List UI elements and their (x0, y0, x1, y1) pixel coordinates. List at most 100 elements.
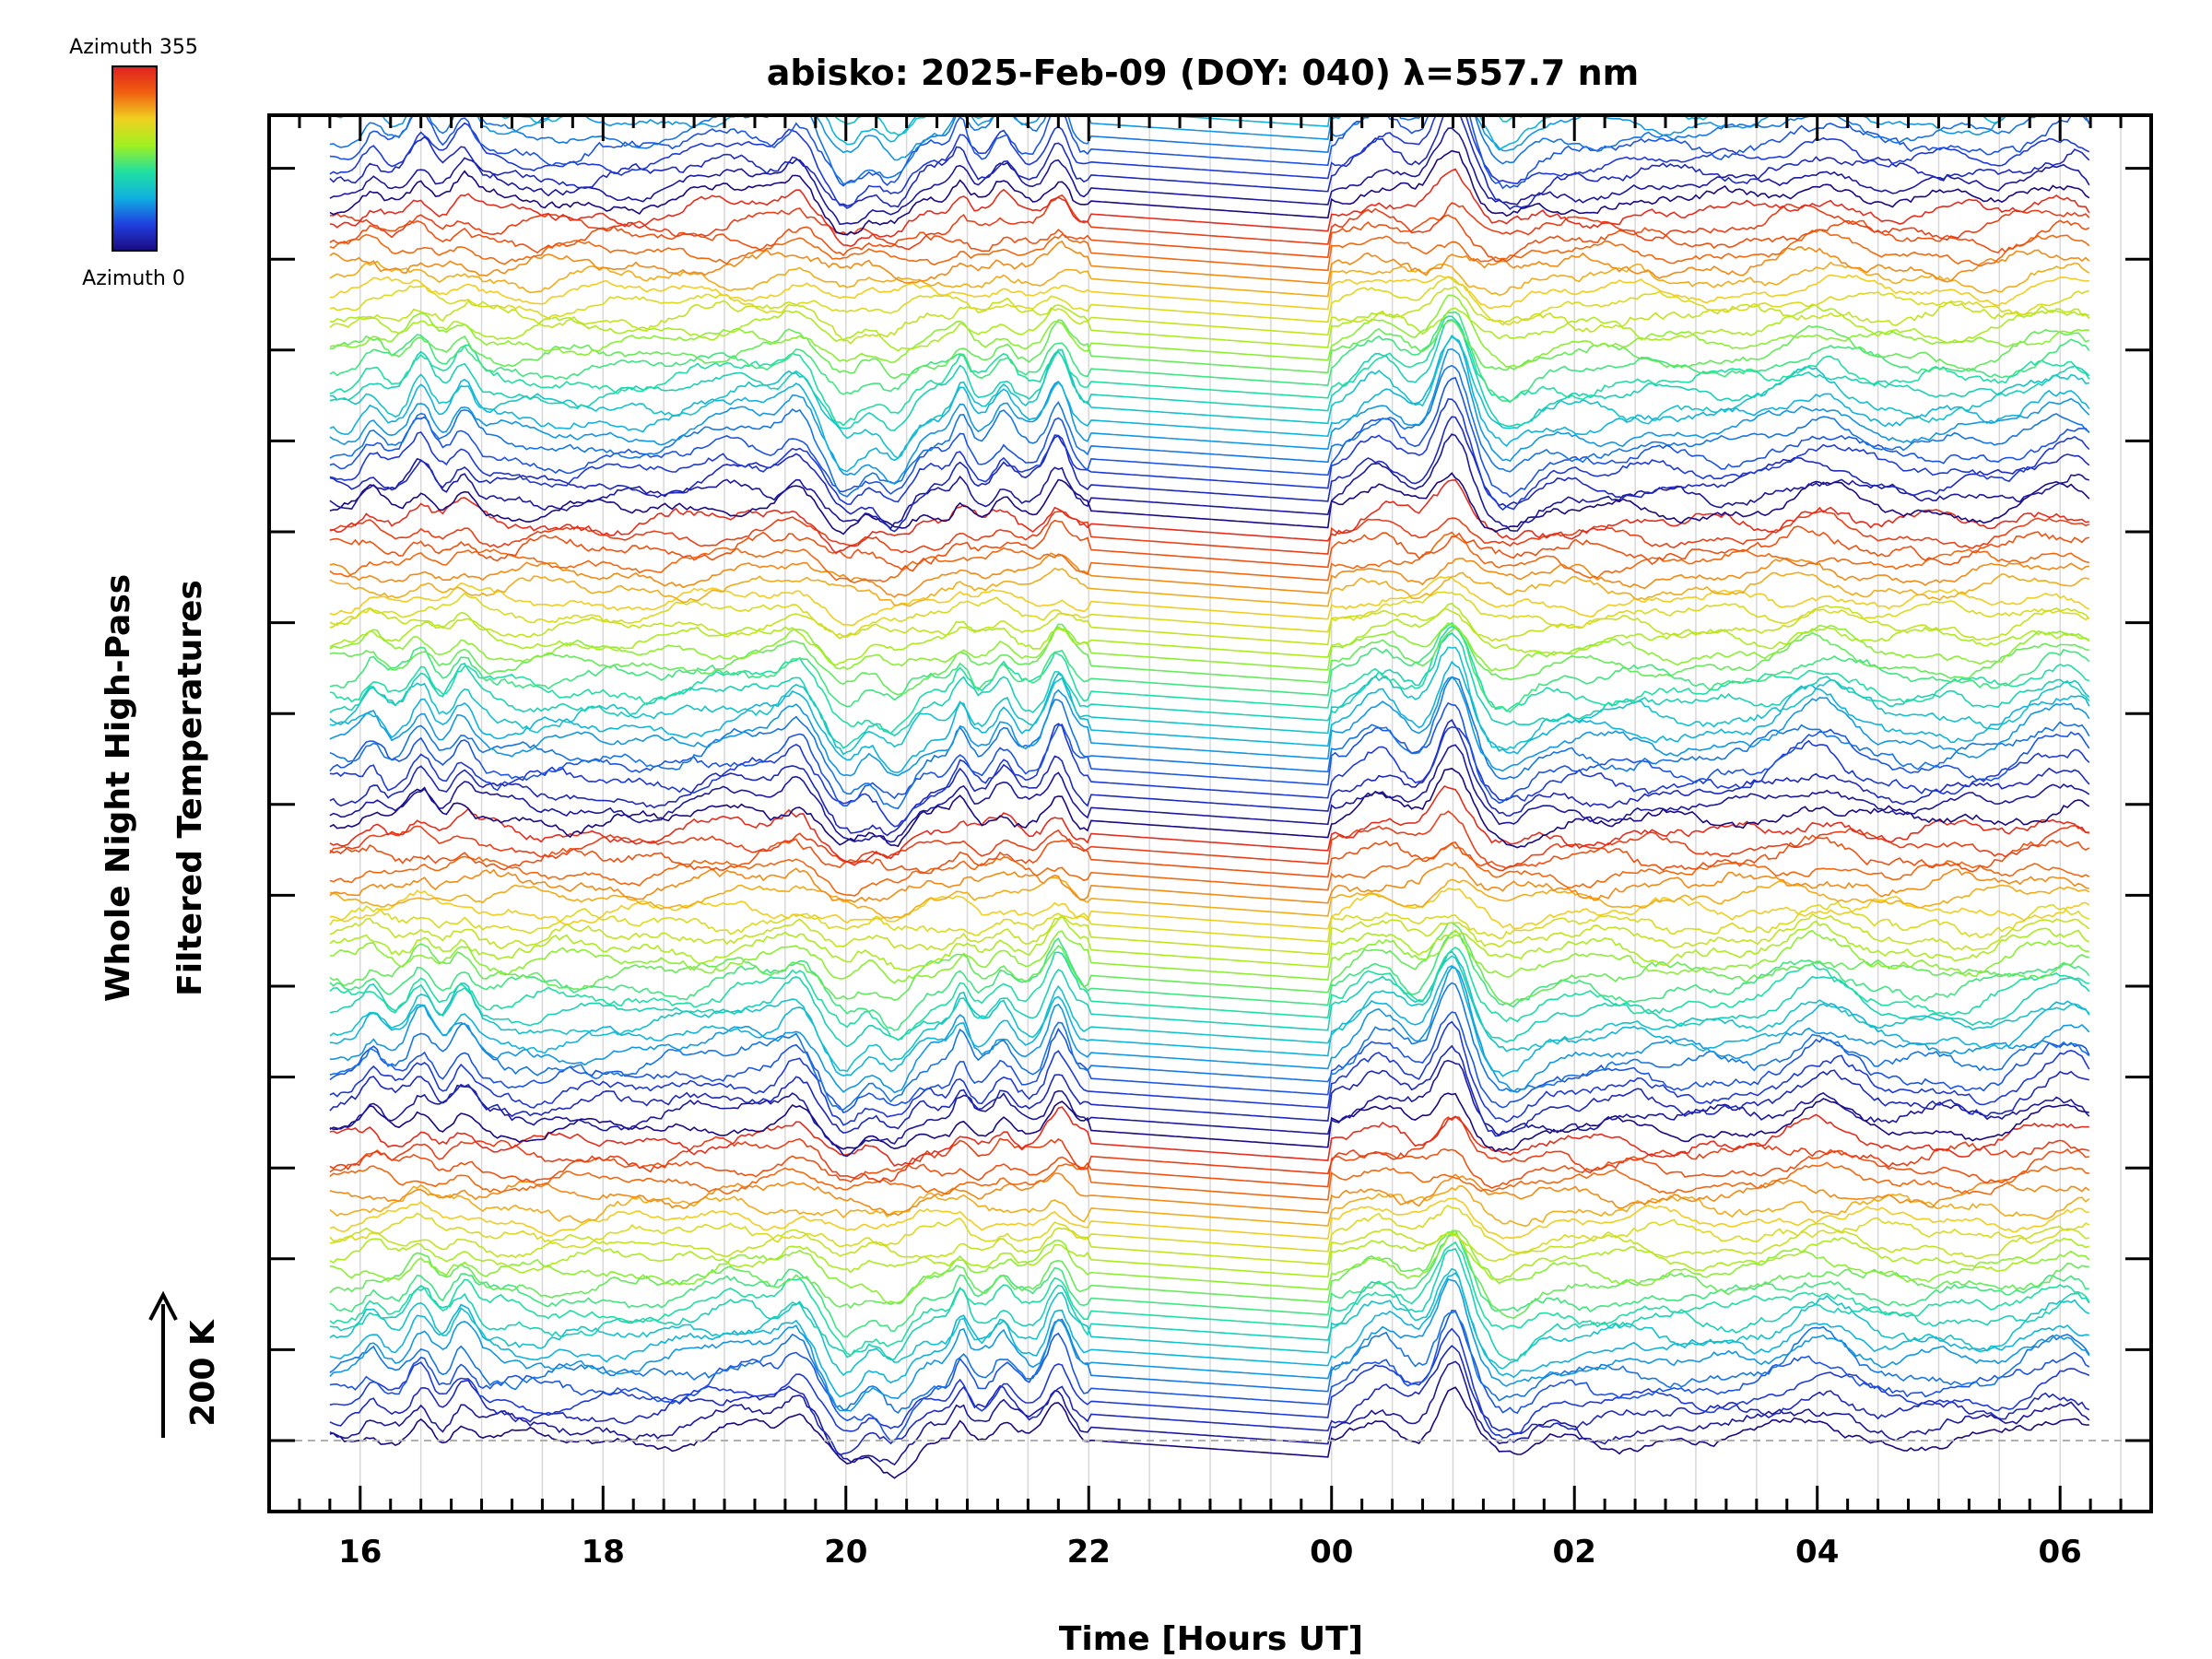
series-line (329, 861, 2089, 904)
colorbar-bottom-label: Azimuth 0 (82, 267, 185, 290)
series-line (329, 946, 2089, 1041)
series-line (329, 1241, 2090, 1357)
colorbar-top-label: Azimuth 355 (69, 36, 198, 59)
x-tick-label: 02 (1553, 1534, 1596, 1571)
series-line (329, 1278, 2090, 1412)
series-line (329, 723, 2090, 828)
series-line (329, 929, 2089, 984)
series-line (329, 912, 2090, 956)
x-tick-labels: 16 18 20 22 00 02 04 06 (338, 1534, 2082, 1571)
series-line (329, 304, 2090, 352)
y-axis-label-line1: Whole Night High-Pass (100, 574, 137, 1002)
series-line (330, 0, 2089, 56)
series-line (329, 900, 2090, 943)
series-line (329, 168, 2090, 248)
series-line (329, 877, 2090, 920)
series-line (329, 660, 2090, 773)
series-line (329, 922, 2089, 1006)
series-line (329, 519, 2090, 572)
series-line (329, 1011, 2090, 1114)
x-tick-label: 20 (824, 1534, 867, 1571)
series-line (329, 1147, 2089, 1190)
series-line (329, 115, 2090, 209)
x-tick-label: 16 (338, 1534, 382, 1571)
series-line (329, 315, 2090, 427)
series-line (329, 602, 2090, 666)
series-line (329, 955, 2090, 1048)
y-axis-label-line2: Filtered Temperatures (171, 580, 209, 996)
series-line (329, 334, 2089, 460)
series-line (330, 0, 2089, 46)
colorbar (112, 65, 158, 252)
series-line (329, 965, 2090, 1077)
series-line (329, 621, 2090, 713)
series-line (329, 1161, 2089, 1201)
series-line (329, 1327, 2090, 1439)
series-line (329, 915, 2090, 971)
series-line (329, 1248, 2090, 1362)
series-line (329, 632, 2090, 749)
series-line (329, 646, 2090, 756)
series-line (329, 286, 2089, 345)
series-line (329, 1345, 2090, 1456)
series-line (329, 1205, 2090, 1254)
series-line (329, 1229, 2089, 1320)
series-line (329, 1092, 2089, 1153)
series-line (330, 0, 2089, 31)
series-line (329, 1044, 2089, 1137)
series-line (329, 701, 2090, 807)
x-axis-label: Time [Hours UT] (1059, 1620, 1363, 1658)
series-line (329, 319, 2090, 380)
series-line (329, 767, 2090, 849)
series-line (329, 127, 2090, 226)
series-line (329, 888, 2090, 930)
axis-ticks (269, 115, 2151, 1512)
series-line (329, 1197, 2089, 1240)
series-line (329, 311, 2090, 404)
scale-arrow-head (148, 1290, 178, 1321)
series-line (329, 567, 2090, 607)
series-line (329, 229, 2090, 272)
series-line (329, 810, 2090, 872)
series-group (329, 0, 2090, 1479)
series-line (329, 966, 2090, 1094)
series-line (329, 625, 2090, 735)
series-line (329, 274, 2089, 311)
series-line (329, 1106, 2089, 1168)
series-line (329, 785, 2089, 866)
series-line (329, 433, 2090, 532)
series-line (329, 591, 2090, 639)
series-line (329, 1020, 2090, 1126)
series-line (329, 1222, 2089, 1265)
series-line (329, 1272, 2089, 1398)
series-line (329, 744, 2090, 843)
series-line (329, 1115, 2089, 1183)
series-line (329, 621, 2089, 673)
series-line (329, 676, 2090, 810)
series-line (329, 1311, 2090, 1414)
series-line (329, 214, 2090, 263)
series-line (329, 347, 2090, 485)
series-line (329, 1183, 2090, 1228)
series-line (329, 1231, 2090, 1281)
series-line (329, 335, 2090, 473)
series-line (329, 719, 2090, 837)
series-line (329, 531, 2089, 584)
chart-title: abisko: 2025-Feb-09 (DOY: 040) λ=557.7 n… (767, 53, 1639, 93)
series-line (329, 575, 2090, 627)
series-line (329, 260, 2090, 298)
series-line (329, 276, 2090, 325)
series-line (329, 605, 2090, 646)
series-line (329, 1267, 2090, 1376)
x-tick-label: 04 (1795, 1534, 1839, 1571)
series-line (329, 319, 2090, 431)
series-line (329, 1233, 2089, 1338)
series-line (329, 364, 2090, 498)
series-line (329, 376, 2090, 499)
series-line (329, 398, 2090, 512)
series-line (329, 1360, 2090, 1466)
series-line (329, 478, 2089, 555)
x-tick-label: 18 (582, 1534, 625, 1571)
series-line (329, 930, 2090, 1031)
